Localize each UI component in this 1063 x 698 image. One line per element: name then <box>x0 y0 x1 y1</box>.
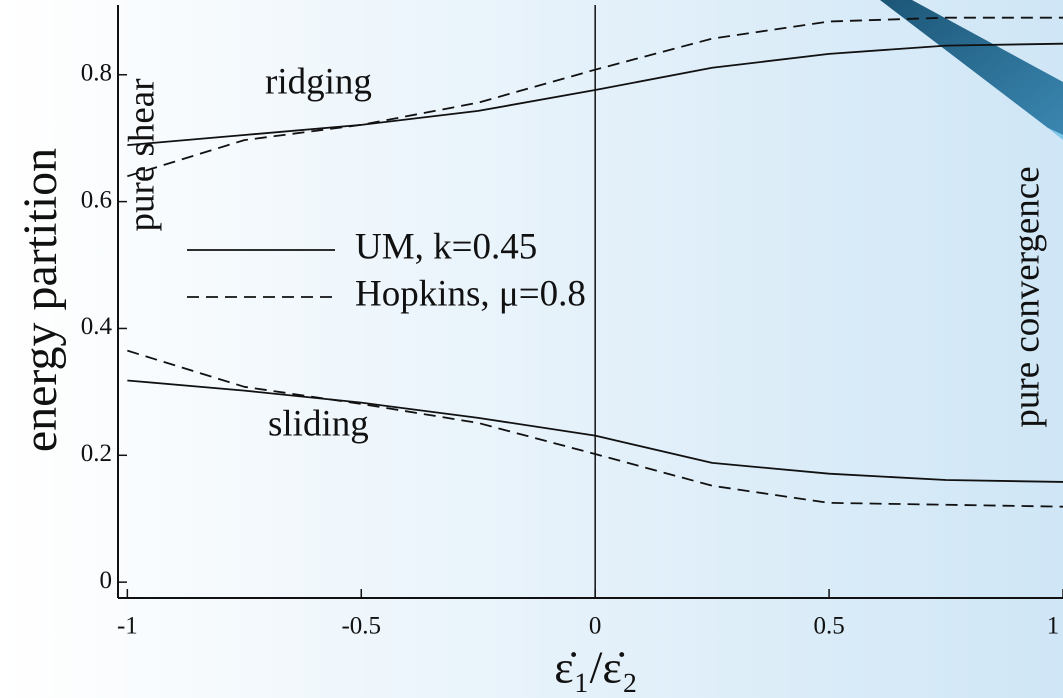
y-tick-label: 0.8 <box>81 59 112 86</box>
x-tick-label: 0.5 <box>813 613 844 640</box>
annotation: sliding <box>268 403 369 444</box>
series-line <box>127 16 1063 178</box>
y-tick-label: 0.6 <box>81 186 112 213</box>
x-tick-label: 0 <box>589 613 602 640</box>
y-tick-label: 0.4 <box>81 313 113 340</box>
x-tick-label: -1 <box>117 613 138 640</box>
x-tick-label: -0.5 <box>341 613 381 640</box>
series-line <box>127 379 1063 483</box>
legend-label: UM, k=0.45 <box>355 226 537 267</box>
series-line <box>127 349 1063 508</box>
y-tick-label: 0 <box>100 567 113 594</box>
series-line <box>127 42 1063 147</box>
decor-band <box>880 0 1063 135</box>
x-tick-label: 1 <box>1047 613 1060 640</box>
annotation: ridging <box>265 61 372 102</box>
annotation: pure convergence <box>1006 166 1047 427</box>
y-axis-label: energy partition <box>14 148 67 452</box>
decor-band-edge <box>1048 128 1063 140</box>
legend-label: Hopkins, μ=0.8 <box>355 273 586 314</box>
annotation: pure shear <box>121 78 162 231</box>
x-axis-label: ε̇₁/ε̇₂ <box>554 642 638 693</box>
plot-area: 0 0.2 0.4 0.6 0.8 -1 -0.5 0 0.5 1 UM, k=0.45 Hopkin… <box>14 5 1063 693</box>
y-tick-label: 0.2 <box>81 440 112 467</box>
